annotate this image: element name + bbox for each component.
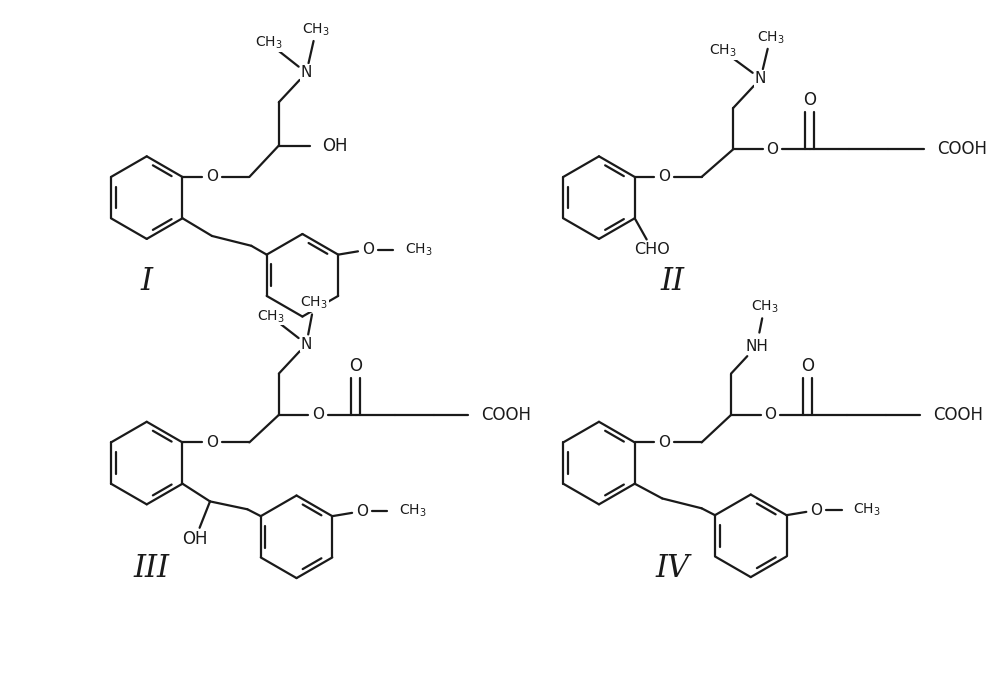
Text: III: III (134, 553, 170, 584)
Text: N: N (301, 337, 312, 351)
Text: NH: NH (745, 339, 768, 354)
Text: O: O (803, 91, 816, 109)
Text: O: O (810, 503, 822, 518)
Text: CH$_3$: CH$_3$ (751, 298, 778, 315)
Text: CH$_3$: CH$_3$ (853, 502, 881, 519)
Text: CH$_3$: CH$_3$ (405, 241, 433, 258)
Text: OH: OH (183, 530, 208, 548)
Text: II: II (661, 266, 685, 297)
Text: O: O (658, 435, 670, 450)
Text: I: I (141, 266, 153, 297)
Text: IV: IV (656, 553, 690, 584)
Text: CH$_3$: CH$_3$ (302, 21, 330, 38)
Text: CH$_3$: CH$_3$ (300, 295, 328, 311)
Text: CH$_3$: CH$_3$ (399, 503, 427, 519)
Text: N: N (301, 65, 312, 80)
Text: O: O (764, 407, 776, 422)
Text: COOH: COOH (938, 141, 988, 158)
Text: COOH: COOH (481, 406, 531, 424)
Text: O: O (766, 142, 778, 157)
Text: CH$_3$: CH$_3$ (757, 29, 784, 46)
Text: N: N (755, 71, 766, 86)
Text: O: O (356, 504, 368, 519)
Text: CH$_3$: CH$_3$ (255, 35, 283, 52)
Text: CHO: CHO (635, 242, 670, 257)
Text: O: O (658, 169, 670, 185)
Text: O: O (362, 242, 374, 257)
Text: O: O (801, 357, 814, 374)
Text: CH$_3$: CH$_3$ (709, 43, 737, 60)
Text: O: O (349, 357, 362, 374)
Text: O: O (206, 435, 218, 450)
Text: OH: OH (322, 136, 348, 155)
Text: O: O (312, 407, 324, 422)
Text: COOH: COOH (934, 406, 984, 424)
Text: O: O (206, 169, 218, 185)
Text: CH$_3$: CH$_3$ (257, 309, 285, 325)
